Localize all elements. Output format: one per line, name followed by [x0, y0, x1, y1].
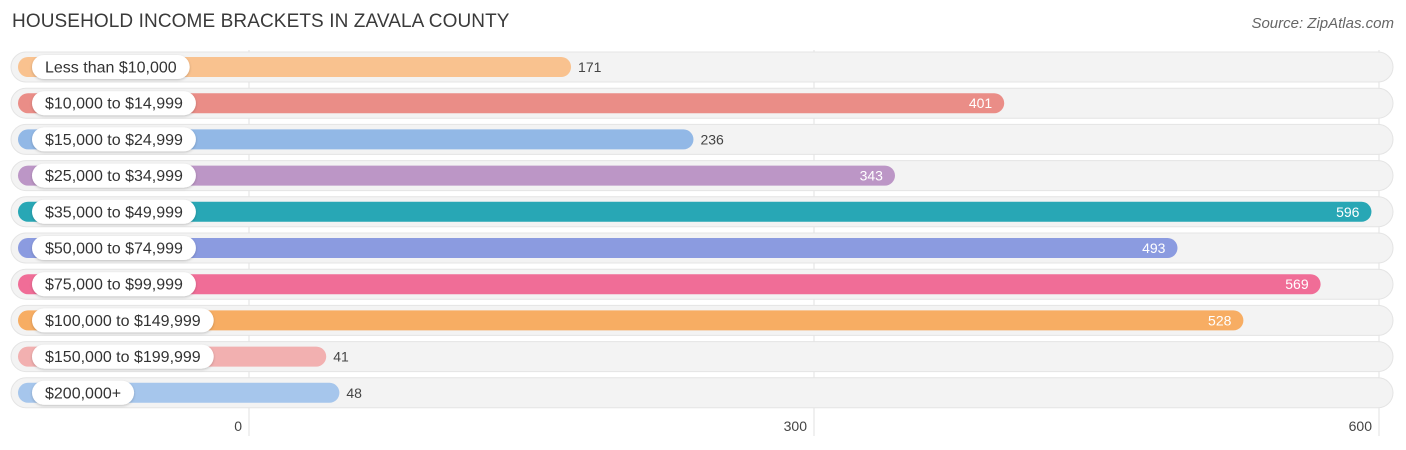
x-tick-label: 0	[234, 418, 242, 434]
bar-row: $35,000 to $49,999 596	[10, 196, 1394, 228]
chart-title: HOUSEHOLD INCOME BRACKETS IN ZAVALA COUN…	[12, 11, 510, 32]
category-label-pill	[32, 272, 196, 297]
category-label: $10,000 to $14,999	[45, 96, 183, 113]
category-label-pill	[32, 55, 190, 79]
value-label: 401	[969, 95, 993, 111]
category-label: $15,000 to $24,999	[45, 132, 183, 149]
bar	[18, 310, 1244, 331]
category-label-pill	[32, 91, 196, 116]
category-label-pill	[32, 344, 214, 369]
x-axis-ticks: 0 300 600	[234, 418, 1372, 434]
category-label: $150,000 to $199,999	[45, 349, 201, 366]
category-label: $100,000 to $149,999	[45, 313, 201, 330]
source-note: Source: ZipAtlas.com	[1251, 15, 1394, 32]
category-label: $200,000+	[45, 385, 121, 402]
value-label: 569	[1285, 276, 1309, 292]
value-label: 171	[578, 59, 602, 75]
bar-row: $75,000 to $99,999 569	[10, 268, 1394, 300]
category-label-pill	[32, 199, 196, 224]
bar	[18, 165, 895, 186]
value-label: 236	[700, 131, 724, 147]
x-tick-label: 300	[784, 418, 808, 434]
bar-row: $150,000 to $199,999 41	[10, 341, 1394, 373]
bar-row: Less than $10,000 171	[10, 51, 1394, 83]
bar-row: $200,000+ 48	[10, 377, 1394, 409]
bar-row: $100,000 to $149,999 528	[10, 304, 1394, 336]
category-label-pill	[32, 308, 214, 333]
bar-row: $15,000 to $24,999 236	[10, 123, 1394, 155]
value-label: 596	[1336, 204, 1360, 220]
bar	[18, 201, 1372, 222]
category-label-pill	[32, 163, 196, 188]
value-label: 528	[1208, 312, 1232, 328]
category-label: $75,000 to $99,999	[45, 277, 183, 294]
category-label: Less than $10,000	[45, 60, 177, 77]
category-label-pill	[32, 380, 135, 405]
category-label: $50,000 to $74,999	[45, 241, 183, 258]
row-background	[10, 377, 1394, 409]
category-label-pill	[32, 127, 196, 152]
bar	[18, 274, 1321, 295]
x-tick-label: 600	[1349, 418, 1373, 434]
value-label: 343	[860, 168, 884, 184]
bar-row: $50,000 to $74,999 493	[10, 232, 1394, 264]
row-background	[10, 341, 1394, 373]
value-label: 48	[346, 385, 362, 401]
bar	[18, 93, 1005, 114]
category-label: $25,000 to $34,999	[45, 168, 183, 185]
bar	[18, 238, 1178, 258]
category-label: $35,000 to $49,999	[45, 204, 183, 221]
value-label: 493	[1142, 240, 1166, 256]
bar-row: $10,000 to $14,999 401	[10, 87, 1394, 119]
bar-row: $25,000 to $34,999 343	[10, 160, 1394, 192]
value-label: 41	[333, 349, 349, 365]
category-label-pill	[32, 236, 196, 260]
bar-rows: Less than $10,000 171 $10,000 to $14,999 40…	[10, 51, 1394, 409]
